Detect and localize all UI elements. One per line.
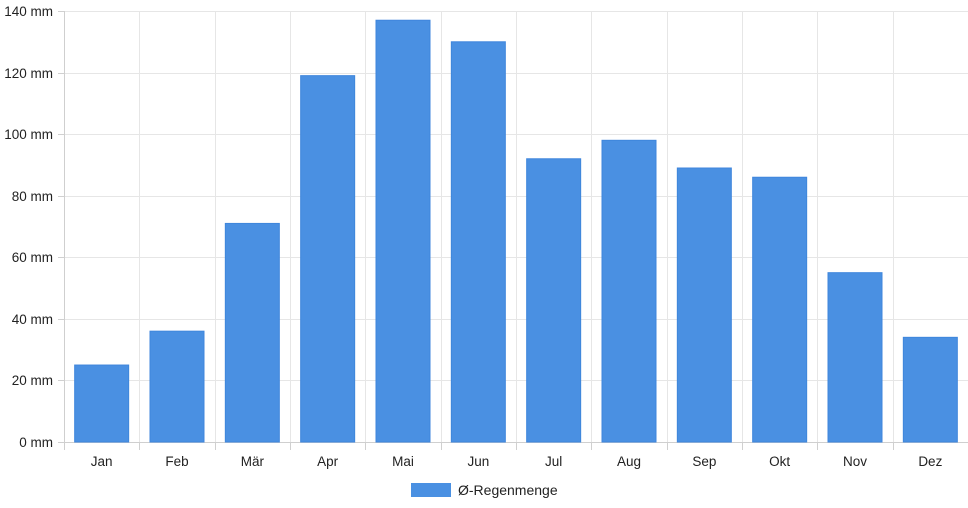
bar bbox=[752, 176, 808, 443]
bar bbox=[526, 158, 582, 443]
y-tick-labels: 0 mm 20 mm 40 mm 60 mm 80 mm 100 mm 120 mm 140 … bbox=[4, 4, 53, 450]
y-tick-label: 80 mm bbox=[12, 189, 53, 204]
x-tick-label: Dez bbox=[918, 454, 942, 469]
bar bbox=[74, 364, 130, 443]
legend[interactable]: Ø-Regenmenge bbox=[411, 482, 558, 498]
x-tick-label: Apr bbox=[317, 454, 339, 469]
x-tick-label: Sep bbox=[692, 454, 716, 469]
y-tick-label: 20 mm bbox=[12, 373, 53, 388]
bar bbox=[149, 330, 205, 443]
y-tick-label: 60 mm bbox=[12, 250, 53, 265]
x-tick-label: Nov bbox=[843, 454, 867, 469]
bar bbox=[375, 19, 431, 443]
bar bbox=[601, 139, 657, 443]
x-tick-label: Jan bbox=[91, 454, 113, 469]
bar bbox=[676, 167, 732, 443]
x-tick-label: Jun bbox=[467, 454, 489, 469]
legend-swatch[interactable] bbox=[411, 483, 451, 497]
y-tick-label: 0 mm bbox=[19, 435, 53, 450]
bar bbox=[450, 41, 506, 443]
y-tick-label: 100 mm bbox=[4, 127, 53, 142]
legend-label[interactable]: Ø-Regenmenge bbox=[458, 482, 558, 498]
x-tick-label: Aug bbox=[617, 454, 641, 469]
x-tick-label: Feb bbox=[165, 454, 188, 469]
grid-lines bbox=[64, 11, 968, 442]
y-tick-label: 120 mm bbox=[4, 66, 53, 81]
y-tick-label: 40 mm bbox=[12, 312, 53, 327]
x-tick-label: Mär bbox=[241, 454, 265, 469]
bars bbox=[74, 19, 958, 443]
x-tick-labels: Jan Feb Mär Apr Mai Jun Jul Aug Sep Okt Nov Dez bbox=[91, 454, 943, 469]
bar bbox=[827, 272, 883, 443]
y-tick-label: 140 mm bbox=[4, 4, 53, 19]
bar bbox=[224, 222, 280, 443]
x-tick-label: Mai bbox=[392, 454, 414, 469]
x-tick-label: Okt bbox=[769, 454, 790, 469]
bar bbox=[300, 75, 356, 443]
bar bbox=[902, 336, 958, 443]
axes bbox=[58, 11, 968, 450]
x-tick-label: Jul bbox=[545, 454, 562, 469]
